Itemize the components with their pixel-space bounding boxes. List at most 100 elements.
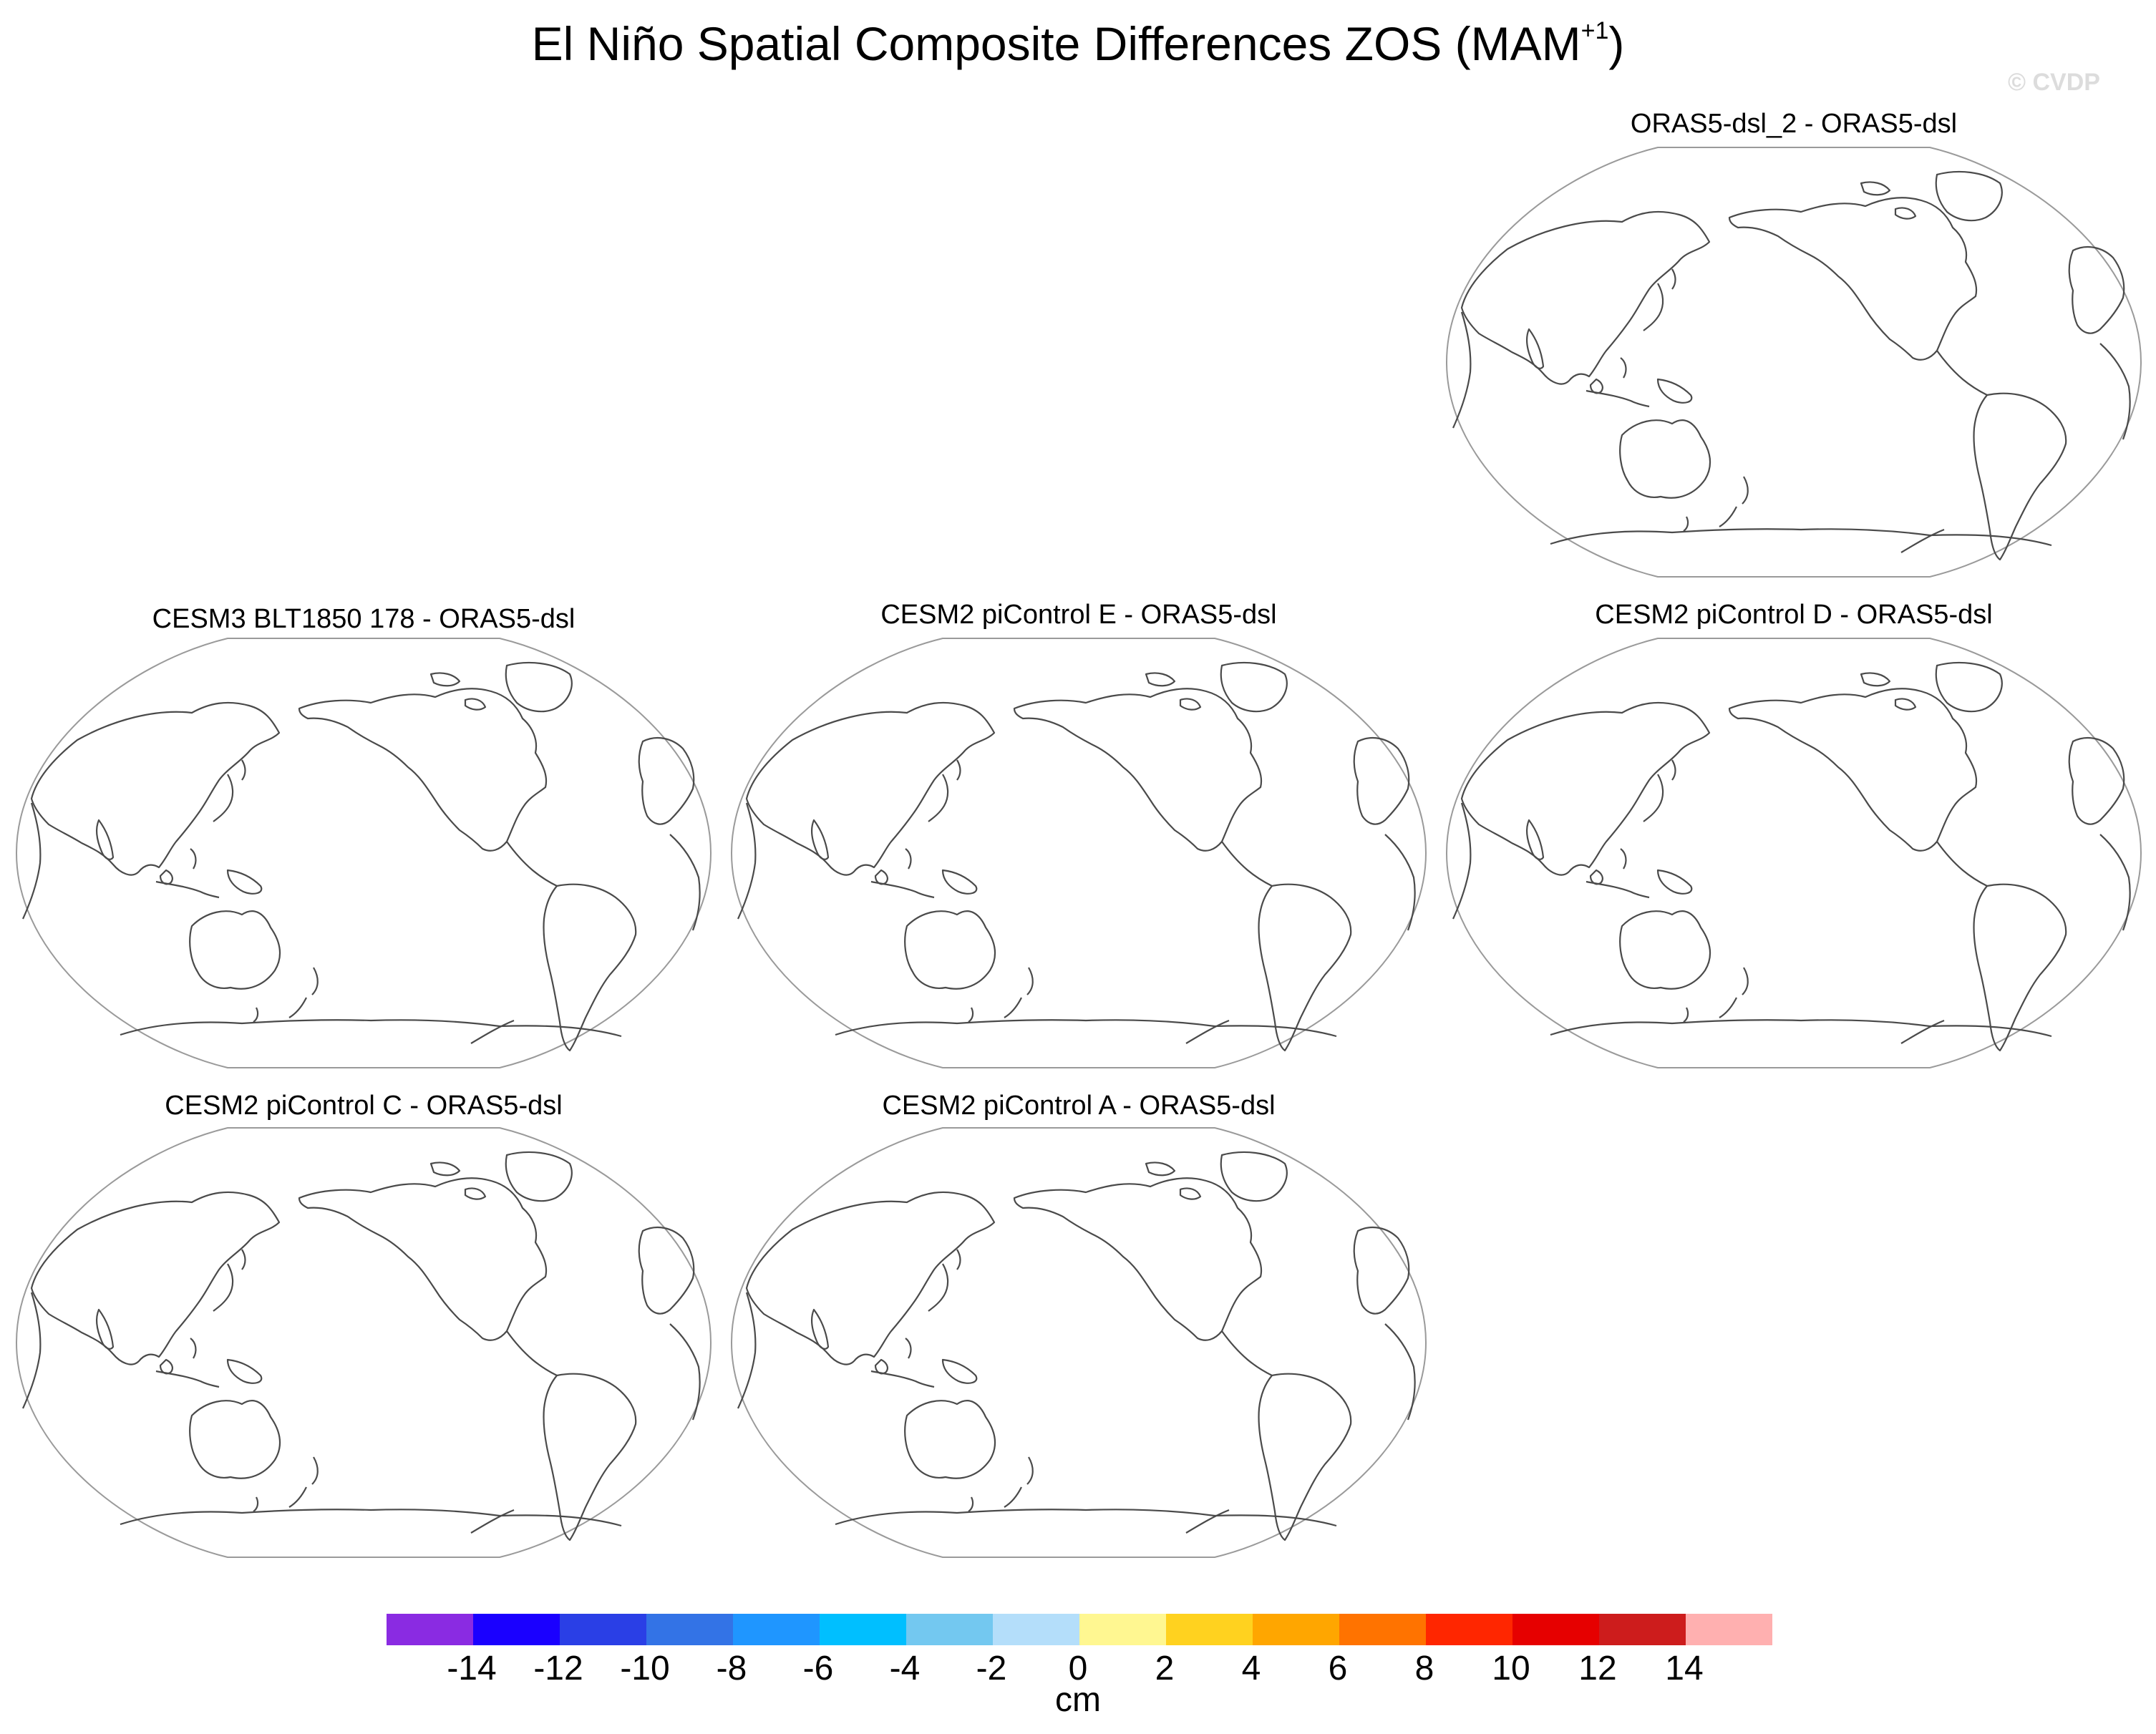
coastline [120,1509,622,1527]
panel-title-cesm2-picontrol-e: CESM2 piControl E - ORAS5-dsl [880,600,1277,630]
map-boundary [1445,147,2142,578]
coastline [1643,283,1664,331]
colorbar-box [560,1614,646,1645]
coastline [120,1019,622,1038]
colorbar-box [1599,1614,1686,1645]
coastline [1935,661,2003,713]
coastline [737,802,757,920]
coastline [1589,869,1603,885]
coastline [429,672,461,687]
coastline [928,1263,949,1312]
coastline [1460,210,1711,385]
coastlines [1452,661,2131,1052]
coastline [810,1308,830,1350]
coastline [241,1249,246,1270]
coastline [95,1308,115,1350]
coastline [1900,1019,1945,1044]
coastlines [1452,170,2131,561]
coastline [638,1226,695,1315]
coastline [1619,910,1711,990]
coastline [669,834,701,931]
coastline [1384,1323,1416,1421]
coastline [2099,834,2131,931]
coastline [311,967,319,995]
map-panel-oras5-dsl-2 [1445,147,2142,578]
coastline [968,1007,974,1023]
colorbar-box [1686,1614,1772,1645]
coastlines [21,661,701,1052]
figure-title-superscript: +1 [1580,17,1609,44]
coastline [506,841,558,887]
coastline [429,1161,461,1177]
map-panel-cesm2-picontrol-d [1445,638,2142,1068]
coastline [1026,967,1034,995]
coastline [745,701,996,876]
figure-title: El Niño Spatial Composite Differences ZO… [0,17,2156,70]
colorbar-box [820,1614,906,1645]
coastline [1145,672,1176,687]
coastlines [21,1151,701,1541]
colorbar-box [1512,1614,1599,1645]
coastline [470,1019,515,1044]
colorbar [385,1612,1774,1647]
coastline [226,1358,263,1384]
coastline [1671,759,1676,781]
coastline [1185,1509,1230,1534]
colorbar-box [387,1614,473,1645]
colorbar-tick-label: 12 [1578,1650,1617,1687]
coastline [189,910,281,990]
coastline [1900,528,1945,553]
coastline [810,819,830,860]
coastline [241,759,246,781]
coastline [1719,506,1737,527]
coastline [1220,661,1288,713]
coastline [95,819,115,860]
colorbar-box [1079,1614,1166,1645]
coastline [1656,869,1693,895]
coastline [213,1263,234,1312]
coastline [904,1400,996,1479]
coastline [1185,1019,1230,1044]
coastlines [737,661,1416,1052]
coastline [638,736,695,825]
coastline [1936,841,1988,887]
coastline [941,869,978,895]
colorbar-box [906,1614,993,1645]
coastline [2099,343,2131,440]
coastline [311,1456,319,1485]
coastlines [737,1151,1416,1541]
coastline [835,1019,1337,1038]
colorbar-tick-label: 4 [1241,1650,1261,1687]
coastline [835,1509,1337,1527]
colorbar-tick-label: -6 [802,1650,834,1687]
coastline [1179,1187,1202,1200]
coastline [1683,1007,1689,1023]
coastline [1550,528,2052,547]
colorbar-tick-label: -14 [447,1650,497,1687]
coastline [1728,688,1978,852]
coastline [1643,774,1664,822]
colorbar-tick-label: 10 [1492,1650,1530,1687]
coastline [190,1338,197,1359]
coastline [904,910,996,990]
coastline [1619,419,1711,499]
coastline [464,698,487,711]
coastline [1620,357,1627,379]
coastline [1894,698,1917,711]
colorbar-tick-label: 6 [1328,1650,1348,1687]
figure-title-text: El Niño Spatial Composite Differences ZO… [531,17,1581,70]
coastline [30,1191,281,1365]
coastline [1671,268,1676,290]
coastline [159,1358,173,1375]
coastline [928,774,949,822]
cvdp-watermark: © CVDP [2008,69,2100,96]
coastline [1935,170,2003,222]
map-boundary [15,1127,712,1558]
panel-title-cesm2-picontrol-d: CESM2 piControl D - ORAS5-dsl [1595,600,1993,630]
coastline [226,869,263,895]
coastline [941,1358,978,1384]
map-boundary [15,638,712,1068]
coastline [1013,688,1263,852]
coastline [21,802,42,920]
coastline [506,1330,558,1376]
